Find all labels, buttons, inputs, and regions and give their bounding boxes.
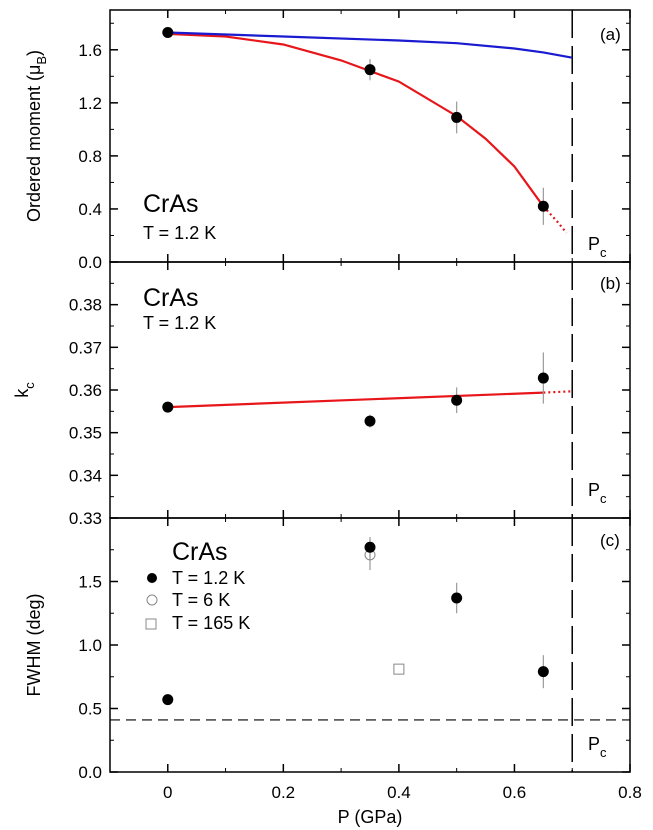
panel-c-legend: T = 1.2 K T = 6 K T = 165 K (145, 568, 250, 633)
data-point (537, 200, 549, 212)
y-tick-label: 0.0 (78, 763, 102, 782)
data-point (393, 663, 405, 675)
panel-b-tag: (b) (600, 274, 621, 293)
legend-label-1-2k: T = 1.2 K (172, 568, 245, 588)
legend-marker-165k (145, 618, 157, 630)
fit-curve (167, 391, 544, 409)
panel-a-pc-label: Pc (588, 234, 607, 260)
y-tick-label: 1.2 (78, 94, 102, 113)
panel-a-subtitle: T = 1.2 K (143, 223, 216, 243)
y-tick-label: 0.8 (78, 147, 102, 166)
data-point (451, 111, 463, 123)
y-tick-label: 1.5 (78, 573, 102, 592)
panel-c-pc-label: Pc (588, 734, 607, 760)
data-point (364, 415, 376, 427)
data-point (537, 372, 549, 384)
x-tick-label: 0.4 (387, 783, 411, 802)
y-tick-label: 0.4 (78, 200, 102, 219)
panel-b-y-label-sub: c (22, 382, 37, 389)
fit-curve (167, 31, 573, 59)
y-tick-label: 0.5 (78, 700, 102, 719)
y-tick-label: 0.36 (69, 381, 102, 400)
fit-curve (543, 390, 573, 394)
panel-b-y-ticks: 0.33 0.34 0.35 0.36 0.37 0.38 (69, 262, 631, 528)
legend-marker-6k (146, 594, 158, 606)
data-point (364, 541, 376, 553)
y-tick-label: 0.0 (78, 253, 102, 272)
panel-a-pc-sub: c (600, 245, 607, 260)
y-tick-label: 1.0 (78, 636, 102, 655)
panel-a-tag: (a) (600, 25, 621, 44)
panel-b: 0.33 0.34 0.35 0.36 0.37 0.38 (b) CrAs T = 1.… (12, 261, 631, 528)
panel-a-y-label: Ordered moment (μB) (24, 50, 49, 222)
panel-a-y-label-close: ) (24, 50, 44, 56)
legend-label-6k: T = 6 K (172, 590, 230, 610)
y-tick-label: 0.38 (69, 296, 102, 315)
panel-a-y-ticks: 0.0 0.4 0.8 1.2 1.6 (78, 10, 631, 272)
y-tick-label: 1.6 (78, 41, 102, 60)
x-axis-label: P (GPa) (338, 807, 403, 827)
fit-curve (167, 32, 545, 207)
panel-a-pc-p: P (588, 234, 600, 254)
panel-a-y-label-main: Ordered moment (μ (24, 65, 44, 222)
panel-b-marks (162, 262, 573, 518)
data-point (451, 394, 463, 406)
panel-c-pc-sub: c (600, 745, 607, 760)
panel-b-pc-label: Pc (588, 480, 607, 506)
panel-c-y-label: FWHM (deg) (24, 594, 44, 697)
data-point (451, 592, 463, 604)
x-tick-label: 0 (163, 783, 172, 802)
panel-b-y-label: kc (12, 382, 37, 398)
panel-c-marks (110, 518, 630, 772)
y-tick-label: 0.35 (69, 424, 102, 443)
y-tick-label: 0.34 (69, 466, 102, 485)
y-tick-label: 0.37 (69, 338, 102, 357)
legend-marker-1-2k (147, 573, 157, 583)
panel-a: 0.0 0.4 0.8 1.2 1.6 (a) CrAs T = 1.2 K Pc Or… (24, 9, 631, 272)
y-tick-label: 0.33 (69, 509, 102, 528)
panel-b-pc-sub: c (600, 491, 607, 506)
data-point (364, 64, 376, 76)
data-point (537, 666, 549, 678)
data-point (162, 694, 174, 706)
data-point (162, 401, 174, 413)
panel-c-tag: (c) (600, 531, 620, 550)
x-axis: 0 0.2 0.4 0.6 0.8 (163, 783, 642, 802)
x-tick-label: 0.6 (503, 783, 527, 802)
panel-c-title: CrAs (172, 538, 228, 566)
panel-b-title: CrAs (143, 284, 199, 312)
panel-b-y-label-main: k (12, 388, 32, 398)
panel-c-pc-p: P (588, 734, 600, 754)
data-point (162, 27, 174, 39)
panel-c: 0.0 0.5 1.0 1.5 (c) CrAs T = 1.2 K T = 6 K … (24, 517, 631, 782)
panel-a-y-label-sub: B (34, 56, 49, 65)
panel-c-y-ticks: 0.0 0.5 1.0 1.5 (78, 518, 631, 782)
panel-b-pc-p: P (588, 480, 600, 500)
panel-a-title: CrAs (143, 190, 199, 218)
legend-label-165k: T = 165 K (172, 613, 250, 633)
x-tick-label: 0.8 (618, 783, 642, 802)
x-tick-label: 0.2 (272, 783, 296, 802)
panel-a-marks (162, 10, 573, 262)
fit-curve (542, 205, 568, 234)
panel-b-subtitle: T = 1.2 K (143, 313, 216, 333)
